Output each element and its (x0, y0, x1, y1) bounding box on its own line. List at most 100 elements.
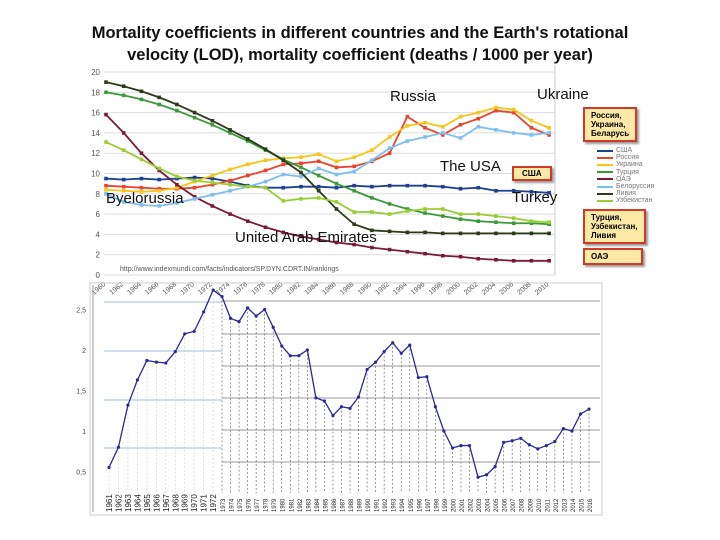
x-tick-label: 1992 (383, 498, 389, 512)
data-point (587, 407, 591, 411)
data-point (547, 231, 551, 236)
data-point (423, 211, 427, 215)
label-ukraine: Ukraine (537, 86, 589, 103)
data-point (547, 131, 551, 135)
label-russia: Russia (390, 88, 436, 105)
data-point (370, 228, 374, 233)
data-point (458, 217, 463, 221)
data-point (370, 196, 374, 200)
data-point (316, 152, 321, 157)
data-point (476, 125, 481, 129)
data-point (211, 288, 215, 292)
data-point (254, 314, 258, 318)
x-tick-label: 2004 (486, 498, 492, 512)
legend-item: Россия (597, 154, 654, 161)
x-tick-label: 1985 (323, 498, 329, 512)
data-point (121, 93, 126, 98)
data-point (263, 158, 268, 163)
data-point (440, 253, 445, 258)
data-point (502, 440, 506, 444)
x-tick-label: 1996 (417, 498, 423, 512)
data-point (433, 405, 437, 409)
data-point (529, 221, 534, 226)
data-point (228, 182, 232, 187)
data-point (484, 473, 489, 477)
y-tick-label: 14 (91, 129, 100, 138)
data-point (299, 184, 303, 189)
x-tick-label: 1972 (209, 494, 218, 512)
data-point (297, 354, 301, 358)
legend-label: Украина (616, 161, 643, 169)
data-point (104, 183, 108, 188)
data-point (405, 139, 410, 143)
data-point (553, 439, 557, 444)
slide-title-line2: velocity (LOD), mortality coefficient (d… (127, 46, 593, 64)
data-point (305, 348, 309, 352)
x-tick-label: 2003 (477, 498, 483, 512)
y-tick-label: 4 (96, 230, 101, 239)
data-point (405, 123, 410, 128)
x-tick-label: 2002 (469, 498, 475, 512)
data-point (139, 185, 144, 190)
x-tick-label: 2000 (451, 498, 457, 512)
data-point (237, 320, 241, 324)
data-point (476, 256, 481, 261)
data-point (408, 343, 412, 347)
data-point (334, 165, 339, 170)
data-point (476, 212, 481, 216)
data-point (440, 131, 445, 135)
data-point (322, 399, 327, 403)
data-point (263, 147, 268, 151)
data-point (405, 209, 410, 213)
data-point (183, 332, 187, 336)
series-line (105, 109, 550, 190)
x-tick-label: 1999 (443, 498, 449, 512)
data-point (370, 245, 374, 250)
data-point (578, 412, 583, 416)
data-point (511, 188, 516, 193)
data-point (405, 183, 410, 188)
data-point (334, 200, 339, 204)
x-tick-label: 1974 (230, 498, 236, 512)
legend-swatch (597, 163, 613, 166)
data-point (164, 361, 168, 365)
legend-label: Россия (616, 154, 639, 162)
data-point (529, 189, 534, 194)
label-byelorussia: Byelorussia (106, 190, 184, 207)
data-point (281, 158, 286, 163)
data-point (450, 446, 455, 450)
legend-swatch (597, 149, 613, 152)
data-point (192, 175, 197, 180)
data-point (494, 188, 498, 193)
label-uae: United Arab Emirates (235, 229, 377, 246)
x-tick-label: 1995 (409, 498, 415, 512)
data-point (104, 187, 108, 192)
data-point (210, 193, 215, 197)
x-tick-label: 2006 (503, 498, 509, 512)
data-point (387, 212, 392, 216)
data-point (352, 183, 356, 188)
data-point (387, 183, 392, 188)
x-tick-label: 2015 (579, 498, 585, 512)
x-tick-label: 1983 (306, 498, 312, 512)
x-tick-label: 1991 (375, 498, 381, 512)
data-point (334, 159, 339, 164)
data-point (157, 186, 161, 191)
data-point (365, 367, 369, 372)
x-tick-label: 1990 (366, 498, 372, 512)
data-point (175, 108, 179, 113)
data-point (116, 445, 121, 449)
data-point (299, 174, 303, 179)
data-point (175, 174, 179, 179)
x-tick-label: 1967 (162, 494, 171, 512)
x-tick-label: 1984 (315, 498, 321, 512)
data-point (210, 204, 215, 208)
data-point (382, 350, 386, 354)
series-line (105, 125, 550, 207)
data-point (458, 212, 463, 216)
source-url: http://www.indexmundi.com/facts/indicato… (120, 266, 339, 273)
data-point (334, 240, 339, 245)
data-point (458, 122, 463, 127)
x-tick-label: 1962 (114, 494, 123, 512)
data-point (139, 176, 144, 181)
